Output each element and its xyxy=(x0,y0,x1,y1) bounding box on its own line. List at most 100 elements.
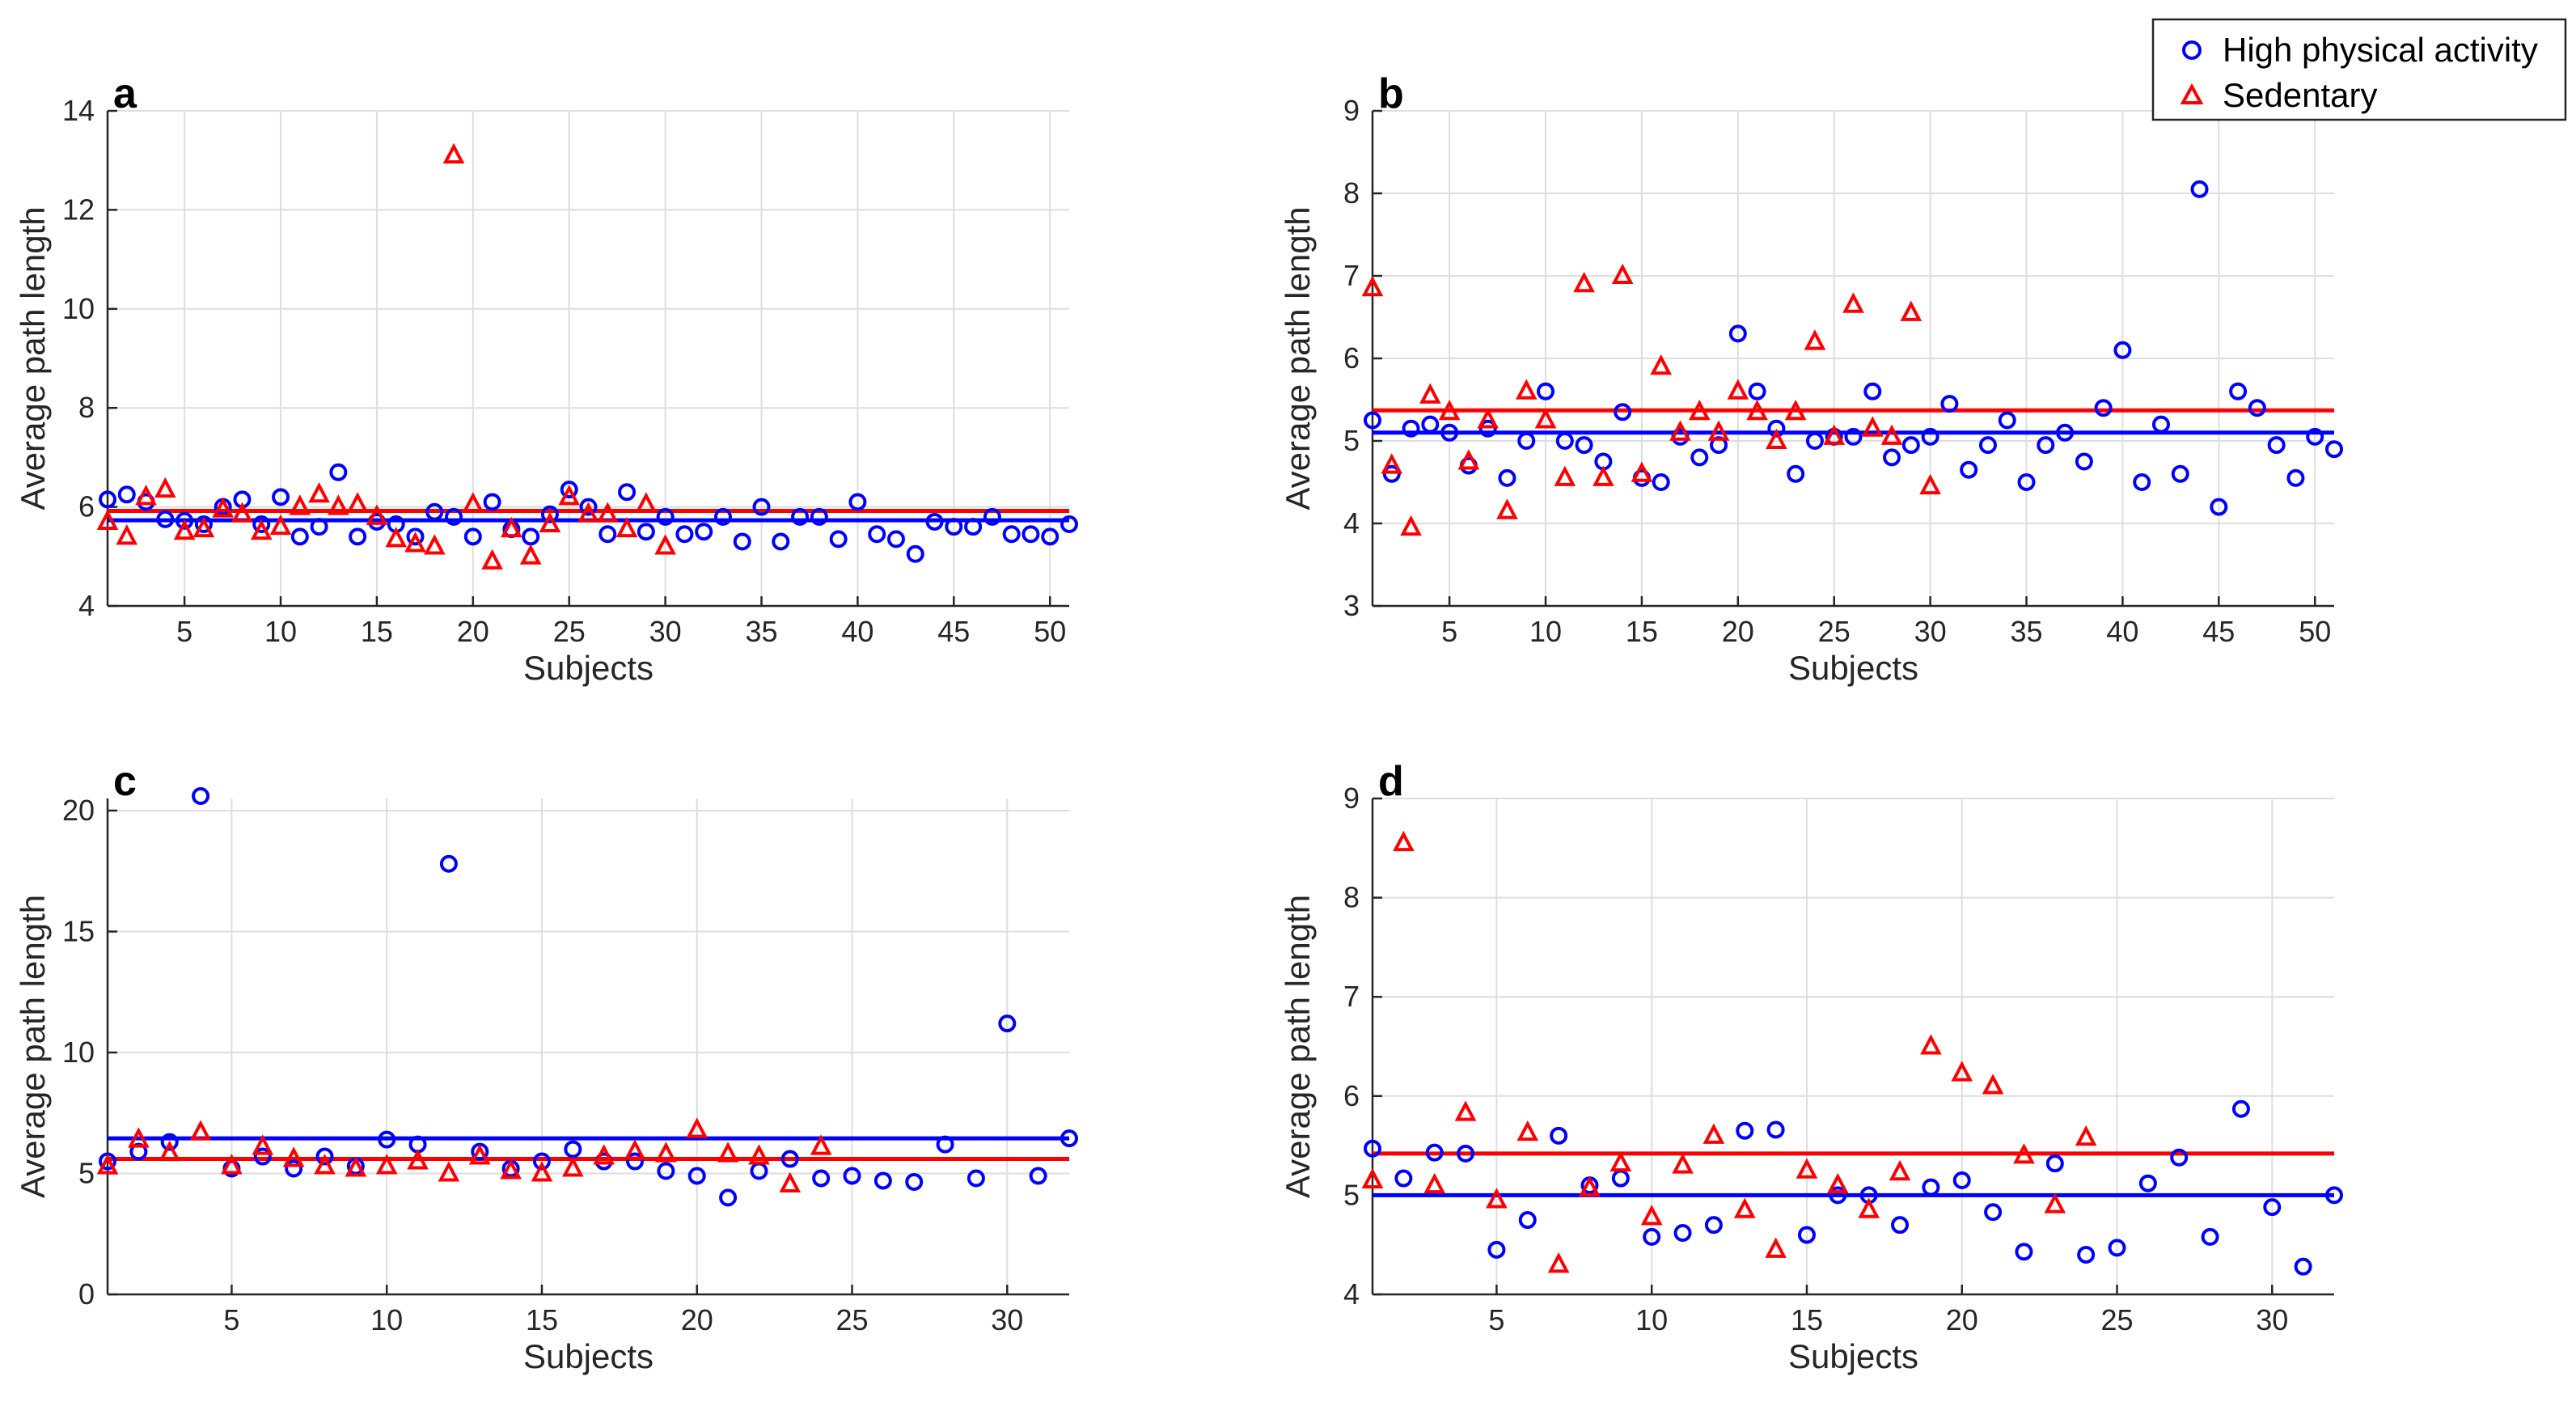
data-point-high-activity xyxy=(1498,468,1516,487)
y-tick-label: 4 xyxy=(1343,506,1360,540)
data-point-high-activity xyxy=(772,532,790,551)
data-point-sedentary xyxy=(654,534,676,555)
data-point-high-activity xyxy=(1382,464,1401,483)
data-point-high-activity xyxy=(1487,1240,1506,1259)
data-point-high-activity xyxy=(1690,448,1709,467)
data-point-high-activity xyxy=(2138,1174,2157,1192)
data-point-sedentary xyxy=(407,1149,429,1170)
data-point-high-activity xyxy=(290,527,309,546)
data-point-sedentary xyxy=(1457,449,1480,470)
data-point-sedentary xyxy=(252,1134,274,1155)
data-point-sedentary xyxy=(1573,271,1595,293)
data-point-sedentary xyxy=(328,494,349,515)
data-point-high-activity xyxy=(1736,1121,1754,1140)
data-point-sedentary xyxy=(282,1146,305,1167)
data-point-high-activity xyxy=(129,1142,148,1161)
data-point-sedentary xyxy=(1361,1167,1384,1189)
data-point-sedentary xyxy=(1746,400,1768,421)
data-point-sedentary xyxy=(748,1144,770,1165)
data-point-high-activity xyxy=(2075,452,2093,471)
x-tick-label: 20 xyxy=(681,1303,713,1336)
data-point-high-activity xyxy=(1518,1211,1537,1230)
x-axis-title: Subjects xyxy=(523,649,654,687)
data-point-high-activity xyxy=(1984,1203,2003,1222)
data-point-sedentary xyxy=(1707,420,1730,441)
data-point-high-activity xyxy=(1394,1169,1413,1188)
data-point-high-activity xyxy=(1787,464,1805,483)
y-tick-label: 6 xyxy=(1343,341,1360,375)
data-point-sedentary xyxy=(1982,1074,2004,1095)
data-point-high-activity xyxy=(1728,324,1747,343)
data-point-sedentary xyxy=(1361,276,1384,297)
data-point-sedentary xyxy=(96,1154,119,1175)
data-point-high-activity xyxy=(285,1159,303,1178)
data-point-sedentary xyxy=(1593,465,1614,486)
data-point-high-activity xyxy=(1364,1139,1381,1158)
data-point-high-activity xyxy=(998,1014,1017,1033)
data-point-sedentary xyxy=(1400,515,1422,536)
data-point-high-activity xyxy=(812,1169,831,1188)
data-point-high-activity xyxy=(2170,1148,2189,1167)
data-point-sedentary xyxy=(375,1154,398,1175)
data-point-high-activity xyxy=(810,507,828,526)
y-tick-label: 6 xyxy=(1343,1079,1360,1112)
data-point-sedentary xyxy=(593,1144,615,1165)
y-tick-label: 10 xyxy=(62,1036,95,1069)
data-point-high-activity xyxy=(253,1147,272,1166)
y-tick-label: 6 xyxy=(78,490,95,523)
data-point-high-activity xyxy=(463,527,482,546)
data-point-sedentary xyxy=(250,519,273,540)
data-point-high-activity xyxy=(1555,432,1574,450)
data-point-sedentary xyxy=(135,485,157,506)
data-point-sedentary xyxy=(531,1161,553,1182)
data-point-high-activity xyxy=(522,527,540,546)
x-tick-label: 15 xyxy=(1791,1303,1823,1336)
y-tick-label: 0 xyxy=(78,1277,95,1311)
x-tick-label: 40 xyxy=(2106,615,2138,648)
data-point-high-activity xyxy=(752,498,771,516)
data-point-sedentary xyxy=(1827,1172,1849,1194)
x-axis-title: Subjects xyxy=(1788,649,1918,687)
data-point-high-activity xyxy=(1517,432,1536,450)
data-point-high-activity xyxy=(579,498,598,516)
x-axis-title: Subjects xyxy=(523,1337,654,1375)
data-point-sedentary xyxy=(1477,408,1499,429)
data-point-sedentary xyxy=(192,516,215,538)
x-tick-label: 30 xyxy=(649,615,682,648)
data-point-high-activity xyxy=(750,1162,768,1180)
data-point-sedentary xyxy=(1889,1159,1911,1181)
data-point-high-activity xyxy=(1652,473,1670,491)
data-point-high-activity xyxy=(713,507,732,526)
data-point-sedentary xyxy=(1861,416,1884,437)
data-point-high-activity xyxy=(1002,525,1021,544)
panel-b: 5 10 15 20 25 30 35 40 45 503456789SubjectsAverag… xyxy=(1279,70,2343,687)
data-point-sedentary xyxy=(231,502,253,523)
data-point-sedentary xyxy=(717,1142,739,1163)
data-point-sedentary xyxy=(221,1154,243,1175)
x-tick-label: 10 xyxy=(1635,1303,1668,1336)
data-point-sedentary xyxy=(1640,1205,1663,1226)
data-point-high-activity xyxy=(272,488,290,506)
data-point-sedentary xyxy=(501,516,522,538)
x-tick-label: 25 xyxy=(553,615,586,648)
x-tick-label: 35 xyxy=(745,615,777,648)
panel-label-c: c xyxy=(113,758,137,805)
y-tick-label: 4 xyxy=(1343,1277,1360,1311)
y-tick-label: 8 xyxy=(1343,881,1360,914)
data-point-high-activity xyxy=(1029,1167,1047,1185)
data-point-high-activity xyxy=(733,532,751,551)
data-point-high-activity xyxy=(560,481,578,499)
x-tick-label: 10 xyxy=(370,1303,403,1336)
data-point-high-activity xyxy=(2325,1186,2343,1205)
data-point-sedentary xyxy=(1631,461,1653,482)
data-point-sedentary xyxy=(1951,1061,1973,1082)
data-point-high-activity xyxy=(1402,419,1420,438)
data-point-high-activity xyxy=(564,1140,582,1158)
panel-c: 5 10 15 20 25 30 0 5 10 15 20 Subjects Average path … xyxy=(14,758,1078,1375)
data-point-sedentary xyxy=(269,514,292,536)
x-tick-label: 25 xyxy=(835,1303,868,1336)
data-point-high-activity xyxy=(2108,1239,2126,1257)
data-point-high-activity xyxy=(2151,415,2170,434)
data-point-high-activity xyxy=(2056,423,2075,442)
data-point-sedentary xyxy=(468,1144,491,1165)
